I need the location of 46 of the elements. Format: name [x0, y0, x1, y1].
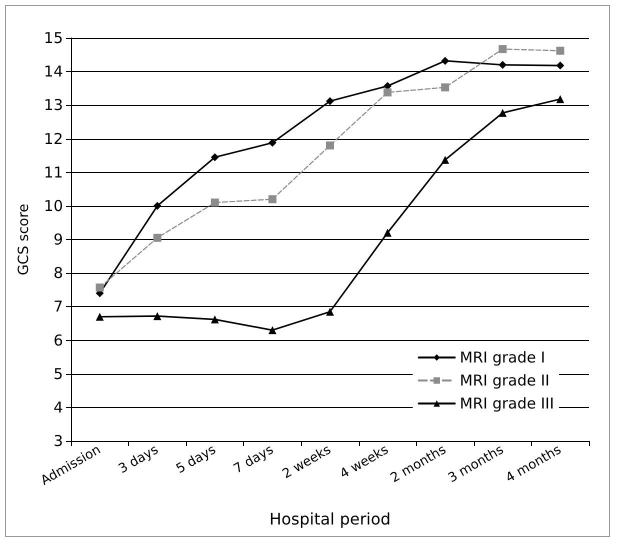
y-tick-label: 6: [53, 331, 63, 350]
y-tick-label: 10: [44, 196, 63, 215]
x-tick-label: 3 days: [116, 442, 162, 478]
point: [153, 202, 162, 210]
y-tick-label: 13: [44, 96, 63, 114]
x-tick-label: 7 days: [231, 442, 276, 478]
point: [556, 95, 564, 104]
point: [96, 284, 104, 292]
point: [498, 60, 507, 69]
point: [326, 97, 334, 106]
y-tick-label: 15: [44, 29, 63, 47]
point: [441, 56, 450, 65]
point: [96, 312, 104, 321]
point: [268, 326, 276, 334]
y-tick-label: 5: [53, 364, 63, 383]
y-tick-label: 11: [44, 163, 63, 182]
y-tick-label: 3: [53, 432, 63, 450]
point: [326, 308, 334, 316]
point: [153, 234, 162, 242]
point: [210, 198, 219, 207]
point: [441, 83, 450, 92]
point: [384, 88, 392, 96]
x-axis-title: Hospital period: [269, 510, 391, 528]
legend-label: MRI grade II: [460, 372, 550, 390]
point: [556, 46, 564, 55]
y-tick-label: 4: [53, 398, 63, 416]
point: [210, 315, 219, 324]
point: [268, 195, 276, 204]
point: [384, 228, 392, 237]
point: [153, 312, 162, 320]
point: [210, 153, 219, 162]
y-tick-label: 8: [53, 264, 63, 282]
x-tick-label: 5 days: [174, 442, 219, 478]
legend-label: MRI grade III: [460, 394, 554, 412]
y-tick-label: 9: [53, 230, 63, 248]
y-tick-label: 12: [44, 130, 63, 148]
y-tick-label: 14: [44, 62, 63, 81]
point: [498, 108, 507, 117]
point: [268, 138, 276, 147]
y-axis-title: GCS score: [16, 204, 32, 276]
legend-label: MRI grade I: [460, 348, 546, 366]
point: [498, 45, 507, 54]
point: [556, 62, 564, 70]
point: [326, 141, 334, 150]
y-tick-label: 7: [53, 298, 63, 316]
point: [441, 156, 450, 164]
